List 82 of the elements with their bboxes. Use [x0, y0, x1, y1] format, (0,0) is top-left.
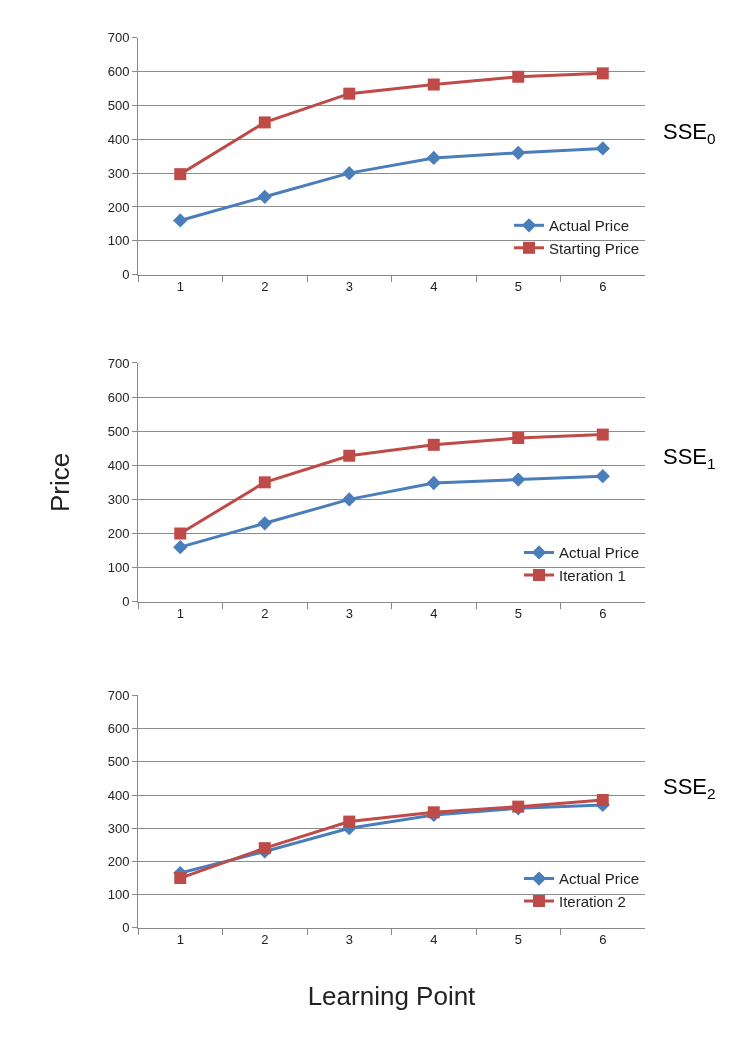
x-tick-label: 4 [430, 606, 438, 622]
legend-label: Iteration 1 [559, 566, 626, 584]
x-tick-label: 1 [176, 932, 184, 948]
point [596, 67, 609, 80]
y-tick-label: 100 [107, 887, 130, 903]
legend-label: Actual Price [549, 217, 630, 235]
y-tick-label: 200 [107, 199, 130, 215]
y-tick-label: 0 [122, 920, 130, 936]
x-tick-label: 4 [430, 932, 438, 948]
point [511, 472, 526, 487]
point [343, 815, 356, 828]
y-tick-label: 200 [107, 853, 130, 869]
y-tick-label: 400 [107, 457, 130, 473]
point [257, 189, 272, 204]
text: SSE$_{2}$ [663, 774, 716, 802]
point [257, 516, 272, 531]
x-tick-label: 6 [599, 279, 607, 295]
y-tick-label: 300 [107, 820, 130, 836]
y-tick-label: 700 [107, 30, 130, 46]
x-tick-label: 6 [599, 932, 607, 948]
y-axis-title: Price [45, 452, 76, 512]
point [512, 431, 525, 444]
x-tick-label: 3 [345, 279, 353, 295]
text: SSE$_{1}$ [663, 444, 716, 472]
text: SSE$_{0}$ [663, 119, 716, 147]
point [596, 793, 609, 806]
legend-label: Actual Price [559, 870, 640, 888]
x-tick-label: 5 [514, 606, 522, 622]
point [174, 168, 187, 181]
point [342, 165, 357, 181]
y-tick-label: 500 [107, 98, 130, 114]
point [595, 469, 610, 484]
point [343, 449, 356, 462]
x-tick-label: 4 [430, 279, 438, 295]
point [427, 438, 440, 451]
point [174, 527, 187, 540]
point [512, 70, 525, 83]
point [426, 475, 441, 491]
y-tick-label: 0 [122, 594, 130, 610]
point [258, 476, 271, 489]
point [343, 87, 356, 100]
point [511, 145, 526, 160]
point [427, 806, 440, 819]
y-tick-label: 100 [107, 560, 130, 576]
x-tick-label: 5 [514, 279, 522, 295]
y-tick-label: 600 [107, 64, 130, 80]
point [426, 150, 441, 166]
x-tick-label: 1 [176, 279, 184, 295]
point [596, 428, 609, 441]
y-tick-label: 500 [107, 754, 130, 770]
y-tick-label: 300 [107, 165, 130, 181]
x-tick-label: 2 [261, 932, 269, 948]
point [173, 540, 188, 555]
y-tick-label: 700 [107, 687, 130, 703]
y-tick-label: 700 [107, 355, 130, 371]
legend-label: Starting Price [549, 239, 640, 257]
x-axis-title: Learning Point [307, 981, 477, 1012]
y-tick-label: 600 [107, 721, 130, 737]
x-tick-label: 3 [345, 606, 353, 622]
x-tick-label: 1 [176, 606, 184, 622]
y-tick-label: 0 [122, 267, 130, 283]
y-tick-label: 600 [107, 389, 130, 405]
point [427, 78, 440, 91]
legend-label: Actual Price [559, 544, 640, 562]
x-tick-label: 6 [599, 606, 607, 622]
y-tick-label: 500 [107, 423, 130, 439]
x-tick-label: 2 [261, 279, 269, 295]
y-tick-label: 300 [107, 491, 130, 507]
point [173, 213, 188, 228]
y-tick-label: 100 [107, 233, 130, 249]
x-tick-label: 3 [345, 932, 353, 948]
legend-label: Iteration 2 [559, 892, 626, 910]
y-tick-label: 400 [107, 787, 130, 803]
point [595, 141, 610, 156]
y-tick-label: 400 [107, 131, 130, 147]
point [174, 872, 187, 885]
x-tick-label: 2 [261, 606, 269, 622]
point [342, 492, 357, 507]
point [258, 116, 271, 129]
y-tick-label: 200 [107, 526, 130, 542]
x-tick-label: 5 [514, 932, 522, 948]
point [258, 842, 271, 855]
